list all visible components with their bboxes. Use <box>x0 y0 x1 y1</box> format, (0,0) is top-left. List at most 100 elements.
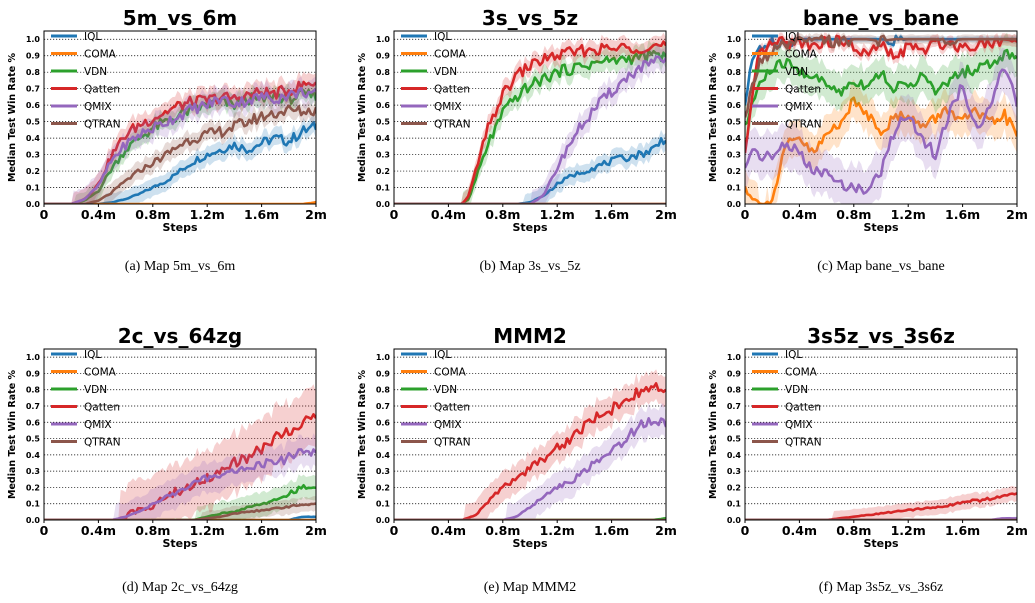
legend: IQL COMA VDN Qatten QMIX QTRAN <box>401 349 471 449</box>
figure-caption: (b) Map 3s_vs_5z <box>479 259 580 274</box>
legend-label: COMA <box>434 367 467 379</box>
legend-label: Qatten <box>84 84 120 96</box>
x-tick-label: 0 <box>390 523 399 538</box>
series-band-qatten <box>394 369 666 520</box>
legend: IQL COMA VDN Qatten QMIX QTRAN <box>752 349 822 449</box>
y-tick-label: 1.0 <box>376 353 391 362</box>
y-tick-label: 0.9 <box>376 52 391 61</box>
legend-label: QTRAN <box>84 119 121 131</box>
legend: IQL COMA VDN Qatten QMIX QTRAN <box>401 31 471 131</box>
y-tick-label: 0.1 <box>727 500 742 509</box>
legend-label: IQL <box>785 349 802 361</box>
y-tick-label: 0.6 <box>376 418 391 427</box>
y-tick-label: 1.0 <box>727 353 742 362</box>
chart-panel-1: 0.0 0.1 0.2 0.3 0.4 0.5 0.6 0.7 0.8 0.9 1.0 0 0.4m 0.… <box>7 6 327 274</box>
y-tick-label: 0.2 <box>727 167 741 176</box>
chart-title: MMM2 <box>493 324 567 348</box>
x-tick-label: 0.8m <box>135 207 170 222</box>
y-tick-label: 0.4 <box>727 134 742 143</box>
y-tick-label: 0.5 <box>26 118 41 127</box>
plot-frame <box>744 348 1018 521</box>
series-line-vdn <box>745 48 1017 126</box>
series-line-vdn <box>44 484 316 520</box>
series-line-qmix <box>394 55 666 204</box>
series-band-qmix <box>44 433 316 520</box>
series-band-qtran <box>44 496 316 520</box>
series-line-qatten <box>745 492 1017 520</box>
y-tick-label: 0.3 <box>727 467 741 476</box>
y-tick-label: 0.2 <box>376 483 390 492</box>
series-band-iql <box>394 129 666 204</box>
legend-label: QMIX <box>785 101 813 113</box>
legend-label: QMIX <box>434 419 462 431</box>
series-group <box>44 384 316 520</box>
chart-panel-6: 0.0 0.1 0.2 0.3 0.4 0.5 0.6 0.7 0.8 0.9 1.0 0 0.4m 0.… <box>708 324 1028 595</box>
legend-label: QTRAN <box>785 437 822 449</box>
plot-frame <box>744 30 1018 205</box>
y-tick-label: 0.3 <box>26 467 40 476</box>
x-tick-label: 2m <box>305 207 327 222</box>
y-tick-label: 0.3 <box>376 151 390 160</box>
series-band-qatten <box>745 485 1017 520</box>
series-line-coma <box>745 96 1017 204</box>
y-axis-label: Median Test Win Rate % <box>357 53 368 182</box>
y-tick-label: 0.7 <box>26 402 40 411</box>
legend-label: COMA <box>84 49 117 61</box>
y-tick-label: 0.7 <box>26 85 40 94</box>
x-tick-label: 0 <box>390 207 399 222</box>
y-tick-label: 0.0 <box>376 200 391 209</box>
x-tick-label: 2m <box>655 523 677 538</box>
y-tick-label: 0.6 <box>727 101 742 110</box>
chart-title: 3s5z_vs_3s6z <box>807 324 955 348</box>
series-group <box>745 32 1017 204</box>
x-tick-label: 1.2m <box>540 523 575 538</box>
legend-label: VDN <box>84 66 107 78</box>
legend: IQL COMA VDN Qatten QMIX QTRAN <box>752 31 822 131</box>
x-tick-label: 0.4m <box>81 523 116 538</box>
y-tick-label: 0.9 <box>26 369 41 378</box>
series-line-vdn <box>394 49 666 204</box>
y-tick-label: 1.0 <box>26 35 41 44</box>
x-tick-label: 1.6m <box>244 523 279 538</box>
series-band-qmix <box>745 47 1017 204</box>
legend-label: QTRAN <box>84 437 121 449</box>
x-tick-label: 2m <box>1006 523 1028 538</box>
legend-label: QTRAN <box>434 119 471 131</box>
x-tick-label: 0 <box>40 207 49 222</box>
legend-label: IQL <box>434 349 451 361</box>
series-band-qtran <box>745 32 1017 122</box>
legend-label: QTRAN <box>434 437 471 449</box>
y-tick-label: 0.1 <box>26 500 41 509</box>
series-band-vdn <box>745 32 1017 144</box>
x-tick-label: 1.6m <box>594 207 629 222</box>
y-tick-label: 0.9 <box>727 52 742 61</box>
y-tick-label: 0.1 <box>376 500 391 509</box>
legend-label: VDN <box>434 66 457 78</box>
x-tick-label: 1.6m <box>244 207 279 222</box>
y-axis-label: Median Test Win Rate % <box>7 53 18 182</box>
y-tick-label: 0.5 <box>727 435 742 444</box>
plot-frame <box>393 348 667 521</box>
chart-title: 2c_vs_64zg <box>118 324 243 348</box>
x-tick-label: 1.6m <box>594 523 629 538</box>
plot-frame <box>43 30 317 205</box>
x-tick-label: 2m <box>305 523 327 538</box>
series-line-qtran <box>44 502 316 520</box>
legend-label: IQL <box>434 31 451 43</box>
y-tick-label: 1.0 <box>376 35 391 44</box>
legend-label: QMIX <box>84 101 112 113</box>
x-axis-label: Steps <box>863 537 899 550</box>
chart-title: 5m_vs_6m <box>123 6 237 30</box>
legend: IQL COMA VDN Qatten QMIX QTRAN <box>51 349 121 449</box>
y-tick-label: 0.5 <box>26 435 41 444</box>
series-line-qmix <box>745 68 1017 195</box>
y-tick-label: 0.1 <box>727 184 742 193</box>
legend-label: VDN <box>84 384 107 396</box>
legend-label: Qatten <box>785 84 821 96</box>
y-tick-label: 0.6 <box>26 101 41 110</box>
legend-label: VDN <box>434 384 457 396</box>
series-band-vdn <box>44 80 316 204</box>
x-axis-label: Steps <box>162 221 198 234</box>
x-axis-label: Steps <box>512 537 548 550</box>
y-axis-label: Median Test Win Rate % <box>708 370 719 499</box>
